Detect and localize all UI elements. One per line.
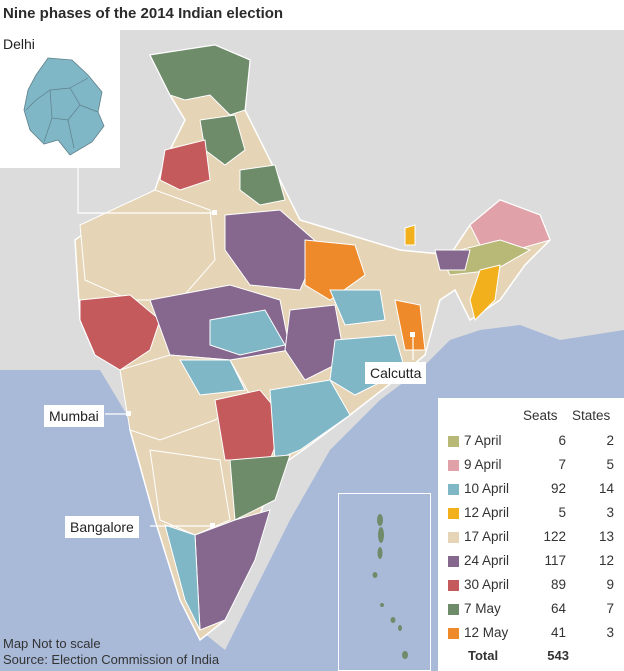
- legend-swatch: [448, 556, 459, 567]
- legend-states: 9: [606, 577, 614, 592]
- legend-header-states: States: [572, 408, 611, 423]
- legend-phase-date: 7 April: [464, 433, 502, 448]
- delhi-territory: [23, 57, 105, 156]
- region-west-bengal: [394, 299, 426, 351]
- region-ne-pink: [469, 199, 551, 251]
- legend-header-seats: Seats: [523, 408, 558, 423]
- legend-row: 12 April 5 3: [438, 502, 624, 526]
- region-gujarat: [79, 294, 161, 371]
- delhi-marker: [212, 210, 217, 215]
- legend-seats: 5: [558, 505, 566, 520]
- region-sikkim: [404, 224, 416, 246]
- region-punjab: [159, 139, 211, 191]
- legend-phase-date: 12 April: [464, 505, 510, 520]
- delhi-inset: Delhi: [0, 30, 120, 168]
- footnote-source: Source: Election Commission of India: [3, 652, 220, 667]
- legend-total-label: Total: [468, 648, 499, 663]
- legend-swatch: [448, 508, 459, 519]
- legend-swatch: [448, 484, 459, 495]
- legend-swatch: [448, 628, 459, 639]
- region-chhattisgarh: [284, 304, 346, 381]
- delhi-districts: [25, 77, 99, 149]
- legend-total-value: 543: [547, 648, 569, 663]
- legend-seats: 92: [550, 481, 566, 496]
- region-uttarakhand: [239, 164, 286, 206]
- region-mp-blue: [209, 309, 286, 356]
- calcutta-marker: [410, 332, 415, 337]
- region-uttar-pradesh: [224, 209, 321, 291]
- legend-phase-date: 30 April: [464, 577, 510, 592]
- legend-row: 7 April 6 2: [438, 430, 624, 454]
- legend-phase-date: 9 April: [464, 457, 502, 472]
- legend-states: 7: [606, 601, 614, 616]
- legend-seats: 41: [550, 625, 566, 640]
- legend-phase-date: 17 April: [464, 529, 510, 544]
- legend-seats: 117: [544, 553, 566, 568]
- region-ne-yellow: [469, 264, 501, 321]
- region-jammu-kashmir: [149, 44, 251, 116]
- islands-inset-frame: [338, 493, 431, 671]
- city-label-bangalore: Bangalore: [65, 516, 139, 538]
- footnote-scale: Map Not to scale: [3, 636, 101, 651]
- legend-seats: 64: [550, 601, 566, 616]
- legend-states: 13: [598, 529, 614, 544]
- legend-seats: 6: [558, 433, 566, 448]
- legend-phase-date: 7 May: [464, 601, 501, 616]
- legend-swatch: [448, 604, 459, 615]
- legend-row: 7 May 64 7: [438, 598, 624, 622]
- legend-seats: 89: [550, 577, 566, 592]
- delhi-inset-map: [23, 57, 105, 156]
- legend-states: 5: [606, 457, 614, 472]
- region-rajasthan: [79, 189, 216, 301]
- legend-states: 14: [598, 481, 614, 496]
- legend-row: 10 April 92 14: [438, 478, 624, 502]
- legend-states: 2: [606, 433, 614, 448]
- andaman-islands: [372, 514, 408, 659]
- legend-row: 24 April 117 12: [438, 550, 624, 574]
- legend-seats: 7: [558, 457, 566, 472]
- legend-table: Seats States 7 April 6 2 9 April 7 5 10 April 9…: [438, 398, 624, 671]
- legend-states: 3: [606, 505, 614, 520]
- region-ap-south: [229, 454, 291, 521]
- region-andhra: [269, 379, 351, 461]
- legend-row: 12 May 41 3: [438, 622, 624, 646]
- figure-title: Nine phases of the 2014 Indian election: [3, 5, 284, 22]
- legend-row: 17 April 122 13: [438, 526, 624, 550]
- legend-swatch: [448, 532, 459, 543]
- legend-phase-date: 12 May: [464, 625, 509, 640]
- legend-states: 3: [606, 625, 614, 640]
- region-ne-purple: [434, 249, 471, 271]
- delhi-leader-line: [77, 168, 215, 214]
- legend-phase-date: 10 April: [464, 481, 510, 496]
- region-jharkhand: [329, 289, 386, 326]
- legend-swatch: [448, 436, 459, 447]
- city-label-calcutta: Calcutta: [365, 362, 427, 384]
- legend-row: 30 April 89 9: [438, 574, 624, 598]
- mumbai-marker: [126, 411, 131, 416]
- region-kerala: [164, 524, 201, 631]
- legend-row: 9 April 7 5: [438, 454, 624, 478]
- delhi-inset-label: Delhi: [3, 36, 35, 52]
- region-bihar: [304, 239, 366, 301]
- legend-seats: 122: [543, 529, 566, 544]
- legend-swatch: [448, 580, 459, 591]
- footnote: Map Not to scale Source: Election Commis…: [3, 636, 219, 668]
- legend-swatch: [448, 460, 459, 471]
- region-maharashtra-blue: [179, 359, 246, 396]
- city-label-mumbai: Mumbai: [44, 405, 104, 427]
- legend-phase-date: 24 April: [464, 553, 510, 568]
- legend-states: 12: [598, 553, 614, 568]
- bangalore-marker: [210, 523, 215, 528]
